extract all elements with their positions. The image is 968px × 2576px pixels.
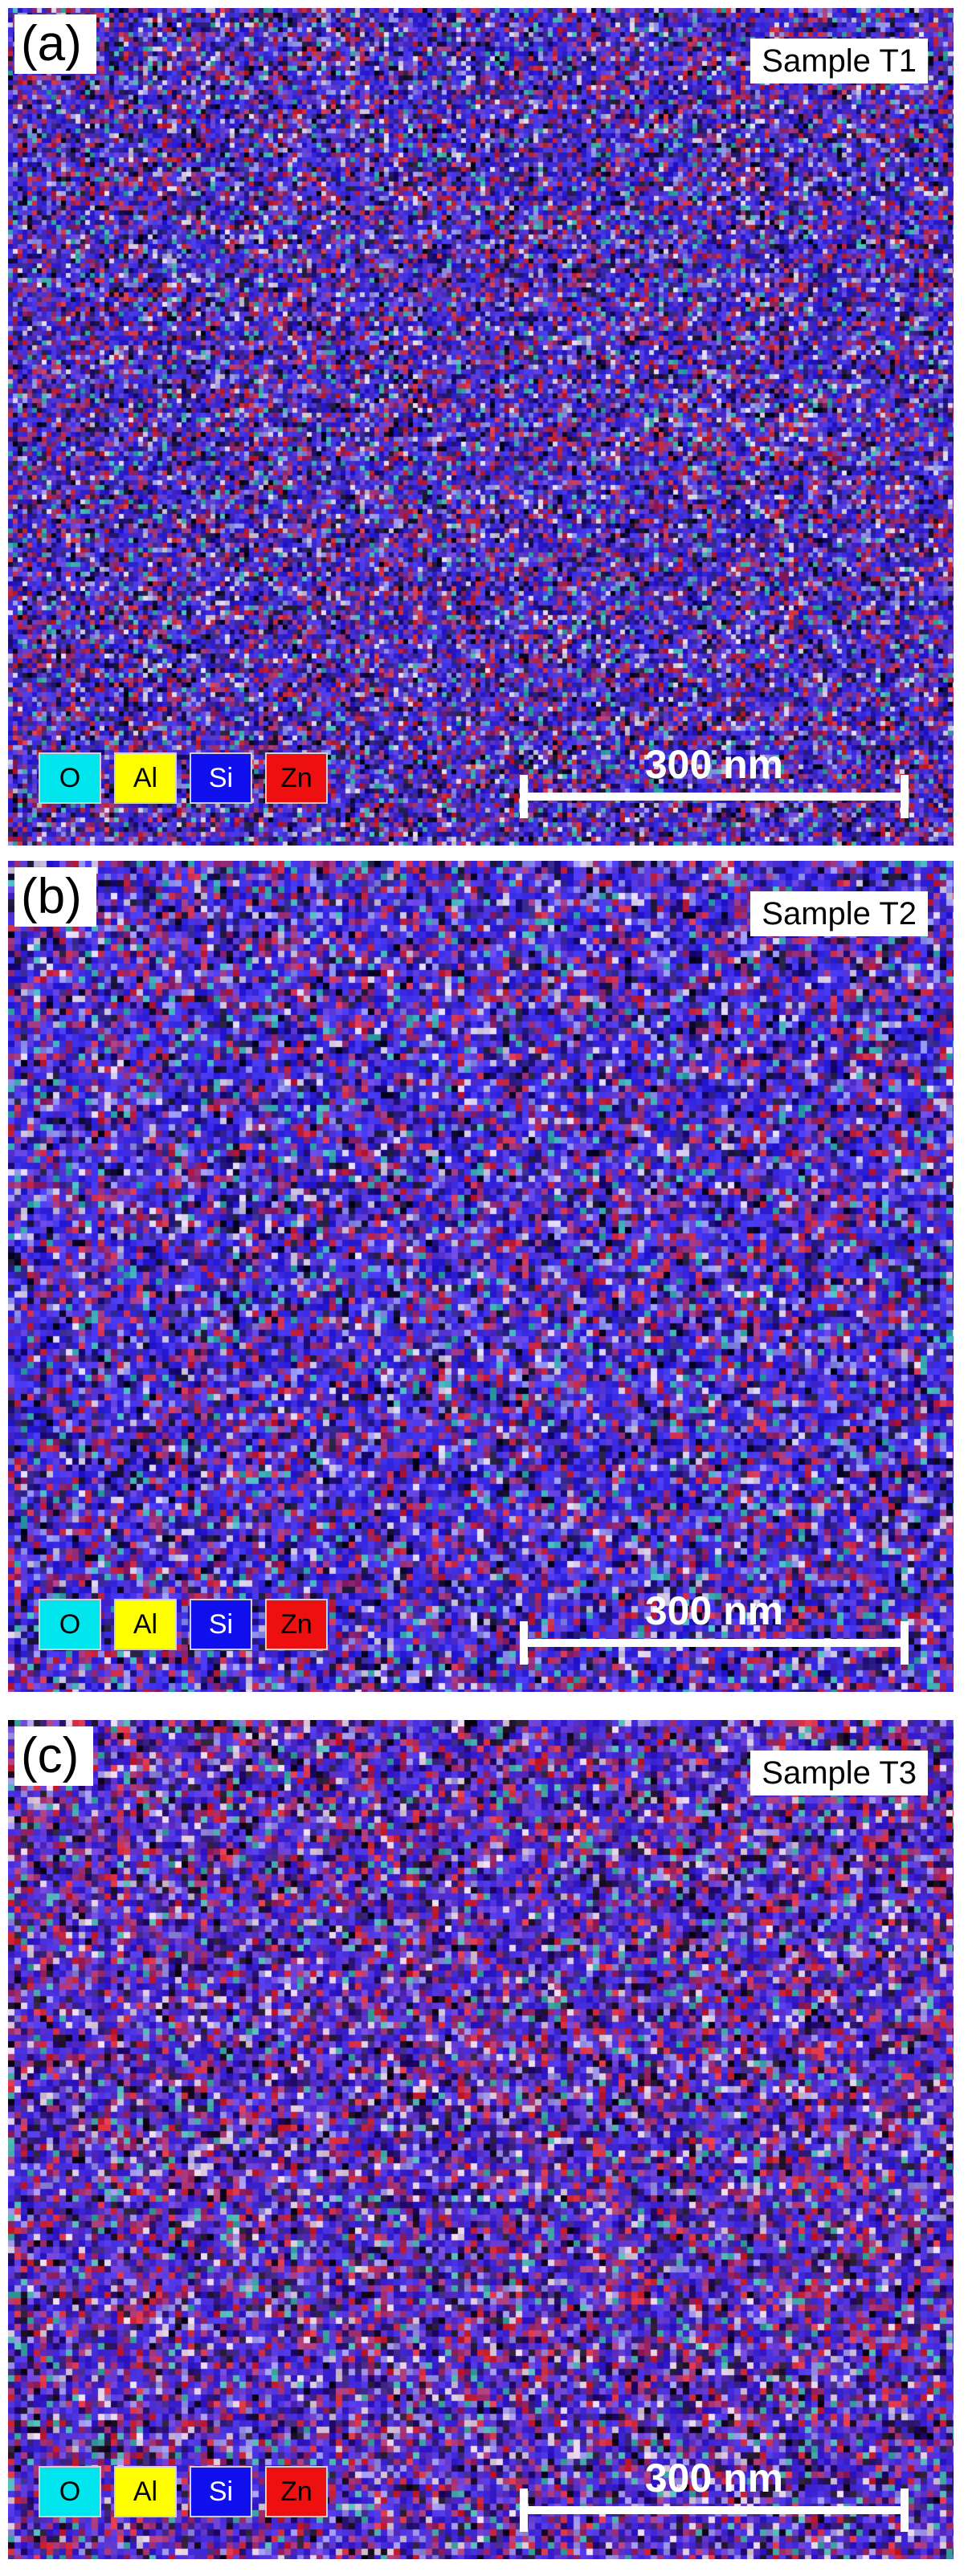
legend-o: O xyxy=(39,2466,101,2517)
panel-letter: (b) xyxy=(14,867,96,927)
eds-map-image xyxy=(8,8,954,846)
panel-letter: (a) xyxy=(14,14,96,74)
scale-bar-label: 300 nm xyxy=(644,2456,784,2501)
legend-al: Al xyxy=(114,1599,177,1650)
scale-bar-cap-left xyxy=(520,775,528,818)
legend-zn: Zn xyxy=(265,1599,328,1650)
legend-al: Al xyxy=(114,2466,177,2517)
scale-bar-line xyxy=(520,2506,909,2514)
legend-o: O xyxy=(39,752,101,804)
scale-bar: 300 nm xyxy=(520,1588,909,1665)
scale-bar-line xyxy=(520,1639,909,1647)
scale-bar-label: 300 nm xyxy=(644,1588,784,1633)
scale-bar-cap-right xyxy=(901,2488,909,2532)
scale-bar-label: 300 nm xyxy=(644,742,784,787)
scale-bar: 300 nm xyxy=(520,2456,909,2532)
legend-zn: Zn xyxy=(265,2466,328,2517)
element-legend: O Al Si Zn xyxy=(39,752,328,804)
element-legend: O Al Si Zn xyxy=(39,2466,328,2517)
legend-al: Al xyxy=(114,752,177,804)
legend-si: Si xyxy=(190,752,252,804)
sample-label: Sample T2 xyxy=(750,891,928,936)
eds-map-panel-c: (c) Sample T3 O Al Si Zn 300 nm xyxy=(8,1720,954,2559)
scale-bar-cap-left xyxy=(520,1621,528,1665)
scale-bar: 300 nm xyxy=(520,742,909,818)
legend-si: Si xyxy=(190,2466,252,2517)
legend-zn: Zn xyxy=(265,752,328,804)
eds-map-image xyxy=(8,1720,954,2559)
panel-letter: (c) xyxy=(14,1726,94,1786)
scale-bar-cap-left xyxy=(520,2488,528,2532)
eds-map-image xyxy=(8,861,954,1692)
scale-bar-line xyxy=(520,793,909,801)
sample-label: Sample T1 xyxy=(750,39,928,84)
element-legend: O Al Si Zn xyxy=(39,1599,328,1650)
legend-o: O xyxy=(39,1599,101,1650)
scale-bar-cap-right xyxy=(901,775,909,818)
eds-map-panel-b: (b) Sample T2 O Al Si Zn 300 nm xyxy=(8,861,954,1692)
sample-label: Sample T3 xyxy=(750,1751,928,1795)
scale-bar-cap-right xyxy=(901,1621,909,1665)
eds-map-panel-a: (a) Sample T1 O Al Si Zn 300 nm xyxy=(8,8,954,846)
legend-si: Si xyxy=(190,1599,252,1650)
